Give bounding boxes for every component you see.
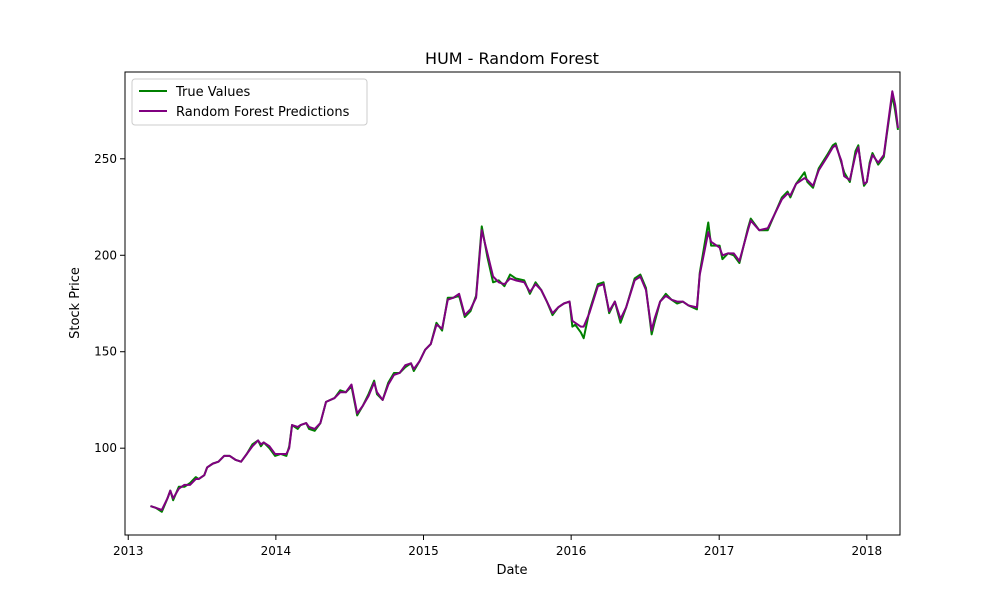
x-tick-label: 2015 — [408, 544, 439, 558]
legend-box — [131, 78, 368, 126]
x-tick-label: 2016 — [556, 544, 587, 558]
chart-title: HUM - Random Forest — [425, 49, 599, 68]
y-tick-label: 150 — [94, 345, 117, 359]
plot-frame — [124, 71, 901, 536]
legend-label-random-forest-predictions: Random Forest Predictions — [176, 105, 350, 120]
y-axis: 100 150 200 250 — [94, 152, 125, 455]
y-tick-label: 100 — [94, 441, 117, 455]
x-tick-label: 2013 — [113, 544, 144, 558]
x-tick-label: 2017 — [704, 544, 735, 558]
legend: True Values Random Forest Predictions — [131, 78, 368, 126]
x-tick-label: 2014 — [261, 544, 292, 558]
x-tick-label: 2018 — [852, 544, 883, 558]
legend-label-true-values: True Values — [175, 85, 250, 100]
y-tick-label: 250 — [94, 152, 117, 166]
x-axis-label: Date — [496, 563, 527, 578]
x-axis: 2013 2014 2015 2016 2017 2018 — [113, 535, 882, 558]
y-axis-label: Stock Price — [68, 267, 83, 339]
series-layer — [150, 90, 899, 513]
series-line-random-forest-predictions — [150, 90, 899, 511]
y-tick-label: 200 — [94, 248, 117, 262]
